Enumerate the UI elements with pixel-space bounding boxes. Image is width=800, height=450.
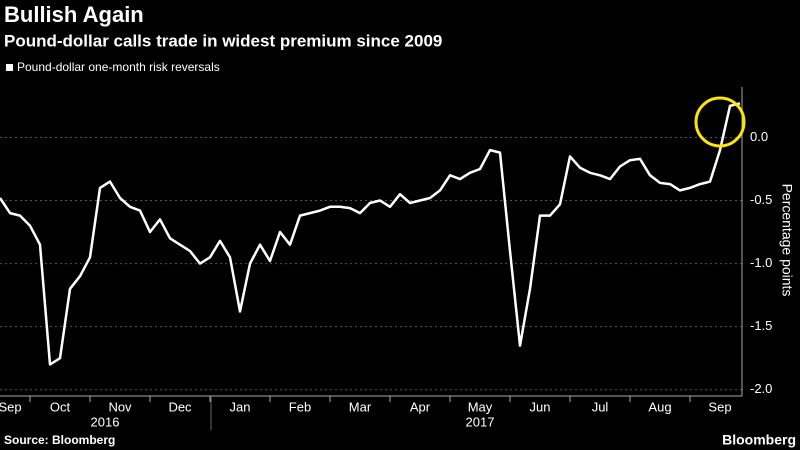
legend-label: Pound-dollar one-month risk reversals	[17, 60, 220, 74]
x-tick-label: Jun	[530, 399, 551, 414]
y-axis-label: Percentage points	[779, 184, 795, 297]
x-tick-label: Oct	[50, 399, 71, 414]
source: Source: Bloomberg	[4, 433, 115, 447]
brand: Bloomberg	[722, 432, 796, 448]
y-tick-label: -1.0	[750, 255, 772, 270]
y-tick-label: 0.0	[750, 129, 768, 144]
x-tick-label: Mar	[349, 399, 372, 414]
chart-subtitle: Pound-dollar calls trade in widest premi…	[4, 31, 442, 50]
x-tick-label: Aug	[648, 399, 671, 414]
chart-title: Bullish Again	[4, 2, 144, 27]
x-tick-label: Jul	[592, 399, 609, 414]
x-tick-label: Sep	[708, 399, 731, 414]
x-tick-label: Jan	[230, 399, 251, 414]
y-tick-label: -1.5	[750, 318, 772, 333]
x-tick-label: Dec	[168, 399, 192, 414]
highlight-circle	[694, 96, 746, 148]
series-line	[0, 102, 741, 366]
year-label: 2016	[91, 414, 120, 429]
y-tick-label: -0.5	[750, 192, 772, 207]
x-tick-label: May	[468, 399, 493, 414]
legend-swatch	[6, 64, 13, 71]
x-tick-label: Apr	[410, 399, 431, 414]
year-label: 2017	[466, 414, 495, 429]
x-tick-label: Feb	[289, 399, 311, 414]
y-tick-label: -2.0	[750, 381, 772, 396]
x-tick-label: Sep	[0, 399, 22, 414]
x-tick-label: Nov	[108, 399, 132, 414]
